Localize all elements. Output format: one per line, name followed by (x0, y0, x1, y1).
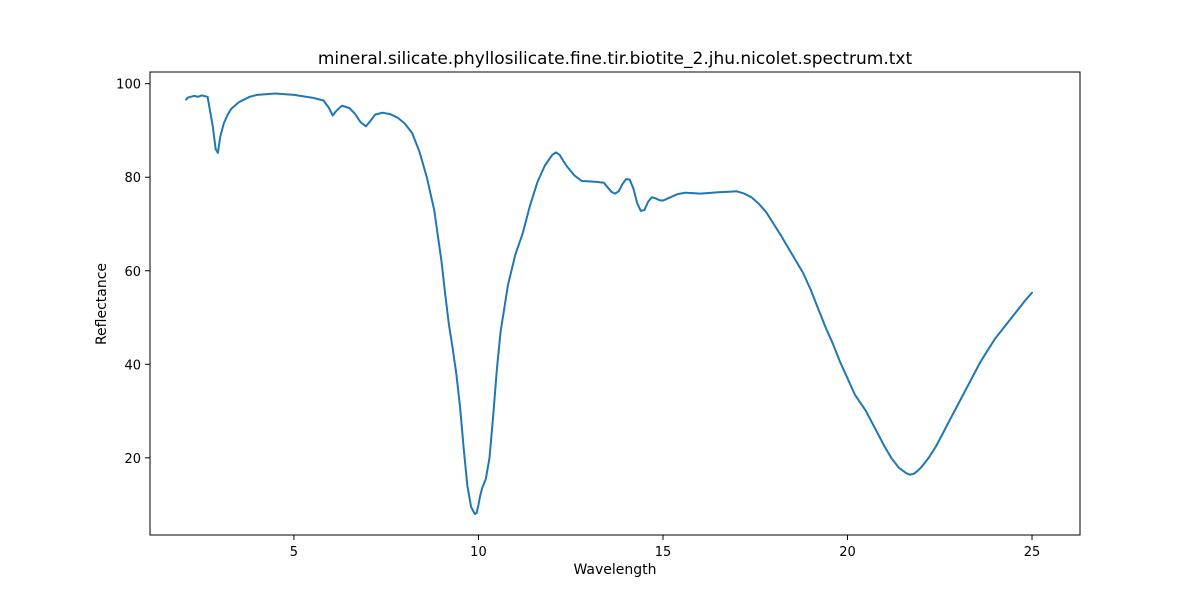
series-line-0 (185, 92, 1033, 515)
y-tick-label: 40 (124, 358, 141, 373)
x-tick-label: 20 (839, 545, 856, 560)
y-tick-label: 20 (124, 452, 141, 467)
y-axis-label: Reflectance (94, 263, 110, 345)
x-tick-label: 5 (290, 545, 298, 560)
y-tick-label: 80 (124, 171, 141, 186)
x-tick-label: 25 (1024, 545, 1041, 560)
x-tick-label: 10 (470, 545, 487, 560)
chart-title: mineral.silicate.phyllosilicate.fine.tir… (318, 49, 913, 69)
y-tick-label: 60 (124, 265, 141, 280)
y-tick-label: 100 (116, 78, 141, 93)
axes-frame (149, 71, 1081, 536)
x-tick-label: 15 (655, 545, 672, 560)
x-axis-label: Wavelength (573, 562, 656, 578)
plot-area: 5 10 15 20 25 20 40 60 80 100 (116, 71, 1081, 560)
